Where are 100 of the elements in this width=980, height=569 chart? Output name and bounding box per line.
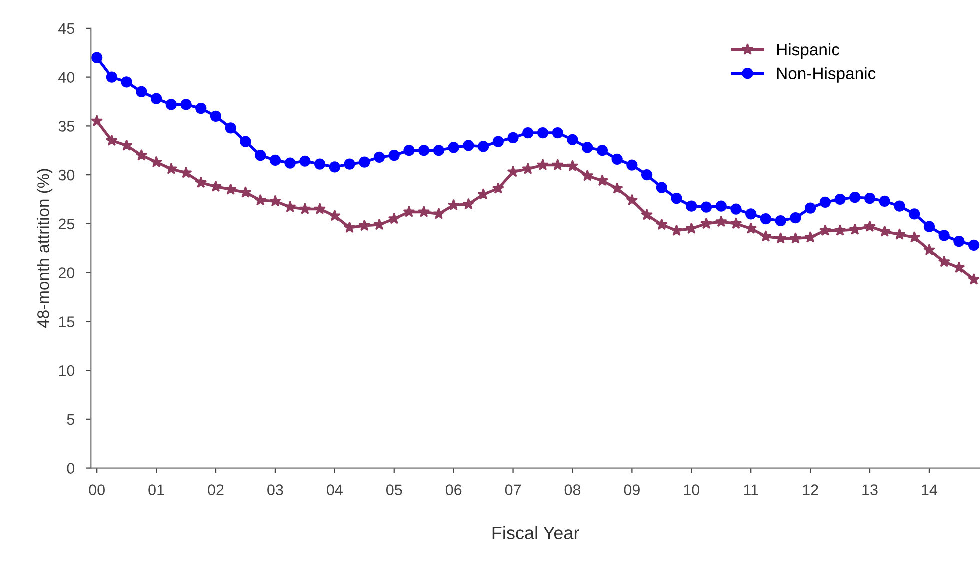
point bbox=[641, 170, 653, 181]
point bbox=[760, 213, 772, 225]
point bbox=[448, 199, 460, 211]
point bbox=[746, 208, 757, 220]
point bbox=[91, 115, 104, 126]
point bbox=[254, 194, 267, 206]
point bbox=[448, 142, 460, 154]
y-tick-label: 0 bbox=[67, 463, 75, 474]
point bbox=[656, 218, 668, 230]
x-tick-label: 01 bbox=[148, 484, 164, 496]
point bbox=[328, 210, 341, 222]
point bbox=[150, 156, 163, 168]
point bbox=[596, 145, 608, 156]
point bbox=[210, 110, 222, 122]
point bbox=[953, 262, 966, 274]
point bbox=[730, 218, 742, 230]
x-tick-label: 06 bbox=[446, 484, 462, 496]
point bbox=[908, 231, 921, 243]
point bbox=[359, 156, 370, 168]
point bbox=[611, 182, 624, 194]
y-tick-label: 45 bbox=[58, 23, 75, 34]
point bbox=[790, 212, 802, 224]
point bbox=[671, 192, 682, 204]
point bbox=[745, 222, 758, 234]
point bbox=[121, 76, 132, 88]
point bbox=[240, 136, 252, 148]
x-tick-label: 14 bbox=[922, 484, 938, 496]
point bbox=[626, 194, 638, 206]
x-tick-label: 09 bbox=[624, 484, 640, 496]
point bbox=[656, 182, 668, 194]
point bbox=[670, 224, 683, 236]
point bbox=[700, 202, 712, 213]
point bbox=[136, 149, 148, 161]
x-tick-label: 03 bbox=[268, 484, 284, 496]
y-tick-label: 10 bbox=[59, 365, 75, 376]
point bbox=[552, 127, 564, 139]
point bbox=[834, 194, 846, 206]
x-tick-label: 12 bbox=[803, 484, 818, 496]
point bbox=[166, 99, 177, 110]
point bbox=[344, 222, 356, 234]
point bbox=[403, 206, 416, 218]
point bbox=[240, 186, 252, 198]
x-tick-label: 13 bbox=[862, 484, 878, 496]
x-axis-title: Fiscal Year bbox=[492, 526, 580, 540]
y-tick-label: 25 bbox=[58, 218, 75, 230]
point bbox=[224, 183, 237, 195]
point bbox=[923, 244, 936, 256]
x-tick-label: 00 bbox=[89, 484, 105, 496]
point bbox=[284, 158, 296, 169]
x-tick-label: 02 bbox=[208, 484, 224, 496]
point bbox=[716, 200, 727, 212]
point bbox=[180, 99, 192, 110]
point bbox=[700, 218, 712, 230]
point bbox=[641, 208, 654, 220]
point bbox=[537, 127, 549, 139]
point bbox=[432, 208, 445, 220]
point bbox=[582, 142, 594, 154]
point bbox=[150, 93, 162, 104]
point bbox=[804, 202, 816, 214]
point bbox=[849, 224, 862, 235]
point bbox=[775, 215, 786, 227]
point bbox=[92, 52, 103, 64]
point bbox=[894, 228, 906, 240]
point bbox=[418, 206, 430, 218]
point bbox=[344, 158, 356, 170]
point bbox=[924, 221, 936, 232]
point bbox=[106, 134, 118, 146]
x-tick-label: 10 bbox=[684, 484, 700, 496]
y-tick-label: 35 bbox=[58, 121, 75, 132]
point bbox=[270, 154, 282, 166]
point bbox=[537, 159, 549, 170]
point bbox=[284, 201, 296, 213]
y-tick-label: 30 bbox=[58, 170, 75, 181]
point bbox=[834, 224, 846, 236]
x-tick-label: 11 bbox=[744, 484, 758, 496]
point bbox=[255, 150, 266, 162]
point bbox=[819, 224, 832, 236]
point bbox=[210, 180, 222, 192]
point bbox=[314, 158, 326, 170]
point bbox=[864, 220, 876, 232]
point bbox=[433, 145, 445, 156]
point bbox=[552, 159, 564, 170]
point bbox=[388, 212, 400, 224]
point bbox=[909, 208, 920, 220]
x-tick-label: 05 bbox=[386, 484, 402, 496]
point bbox=[894, 200, 906, 212]
point bbox=[299, 203, 312, 214]
y-axis-title: 48-month attrition (%) bbox=[37, 169, 53, 328]
y-tick-label: 15 bbox=[59, 316, 75, 328]
point bbox=[165, 162, 178, 174]
point bbox=[418, 145, 430, 156]
point bbox=[626, 160, 638, 171]
point bbox=[686, 200, 698, 212]
point bbox=[492, 136, 504, 148]
point bbox=[879, 196, 890, 208]
point bbox=[938, 230, 950, 242]
point bbox=[374, 218, 386, 230]
point bbox=[760, 230, 772, 242]
point bbox=[612, 154, 623, 165]
point bbox=[715, 216, 728, 228]
